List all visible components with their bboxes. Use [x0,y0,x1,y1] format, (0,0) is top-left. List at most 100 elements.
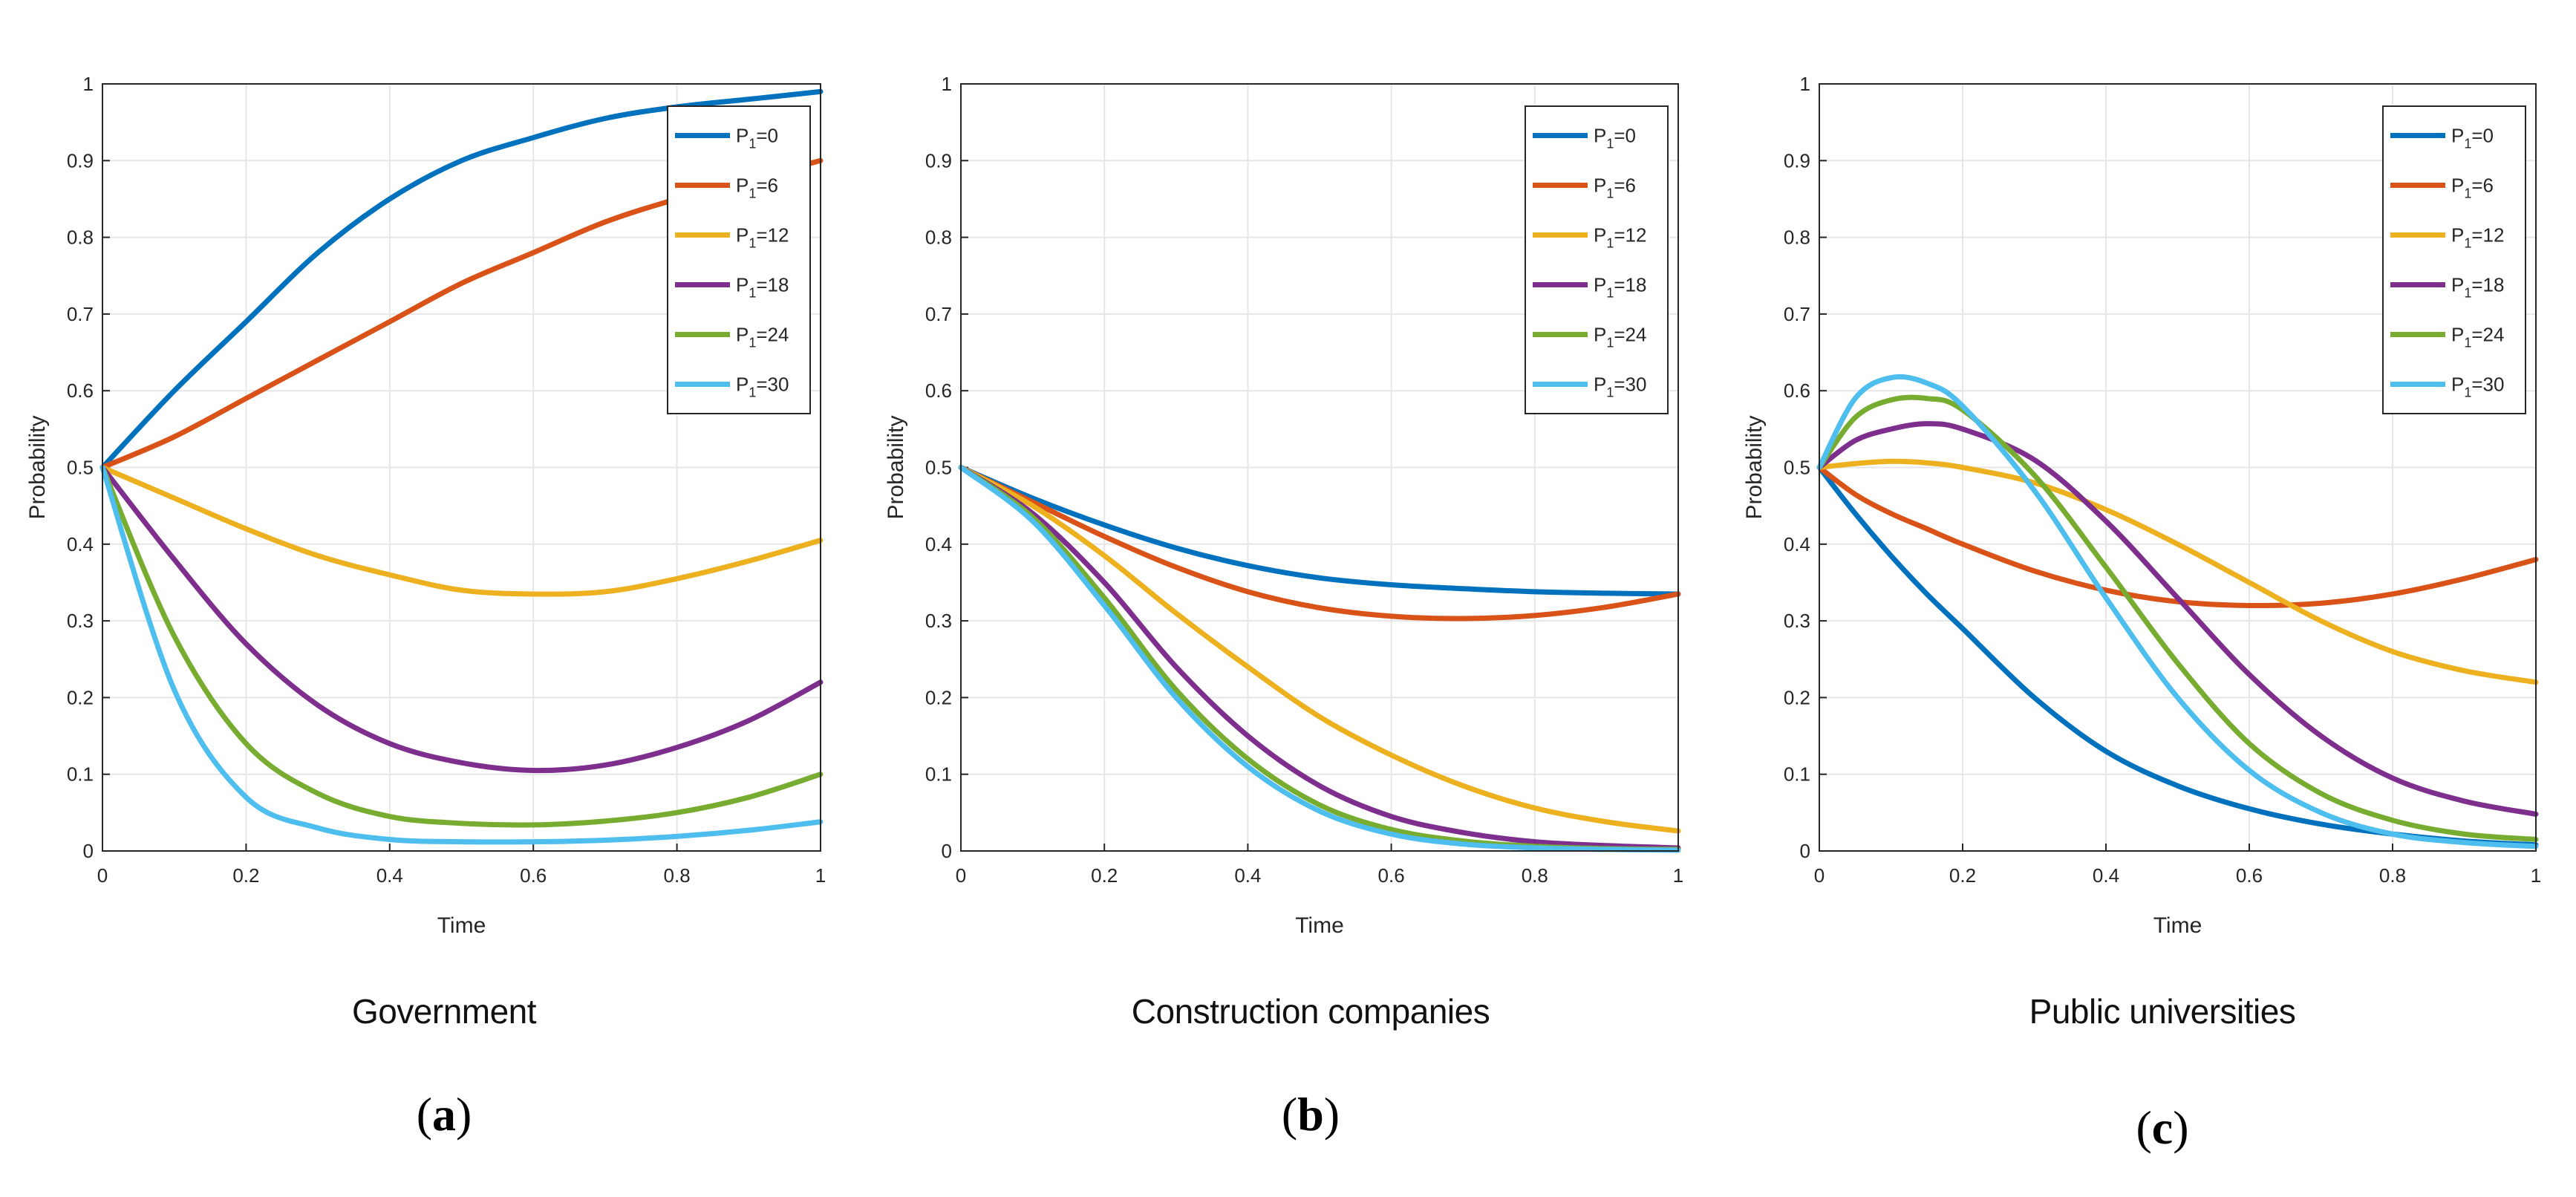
y-tick-label: 0.3 [67,610,94,632]
y-tick-label: 0 [1800,840,1810,862]
y-tick-label: 0.8 [925,226,952,249]
y-tick-label: 0.8 [1784,226,1810,249]
x-tick-label: 0.6 [1378,864,1405,887]
y-tick-label: 0.5 [925,457,952,479]
y-tick-label: 0.6 [925,379,952,402]
chart-panel-b: 0 0.2 0.4 0.6 0.8 1 0 0.1 0.2 0.3 0.4 0.5 0.6 0.7 0.8 0… [884,73,1683,938]
legend-entry-0: P1=0 [2451,125,2494,151]
legend-box [1525,105,1669,414]
y-tick-label: 0.5 [67,457,94,479]
chart-panel-a: 0 0.2 0.4 0.6 0.8 1 0 0.1 0.2 0.3 0.4 0.5 0.6 0.7 0.8 0… [25,73,826,938]
y-tick-label: 0.7 [67,303,94,325]
legend-entry-1: P1=6 [1594,175,1636,201]
x-tick-label: 0.2 [1949,864,1976,887]
panel-letter-a: (a) [417,1088,472,1141]
series-line-3 [100,465,824,774]
y-tick-label: 0.4 [67,533,94,555]
series-line-2 [958,465,1681,834]
y-tick-label: 0.1 [1784,763,1810,786]
series-line-5 [958,465,1681,853]
panel-caption-b: Construction companies [1132,992,1490,1031]
y-tick-label: 0.5 [1784,457,1810,479]
series-line-5 [100,465,824,845]
y-tick-label: 0.7 [1784,303,1810,325]
legend-entry-2: P1=12 [2451,224,2504,251]
axes-box [960,83,1679,852]
x-tick-label: 0.2 [1091,864,1118,887]
x-tick-label: 0.8 [664,864,691,887]
legend-entry-3: P1=18 [2451,274,2504,301]
x-tick-label: 0 [97,864,108,887]
x-tick-label: 1 [2531,864,2541,887]
x-tick-label: 0.2 [232,864,259,887]
y-tick-label: 0.4 [1784,533,1810,555]
y-tick-label: 0.3 [1784,610,1810,632]
series-line-1 [958,465,1681,622]
legend: P1=0 P1=6 P1=12 P1=18 P1=24 P1=30 [667,105,811,414]
y-tick-label: 1 [83,73,94,95]
series-line-3 [1816,421,2539,817]
y-axis-label: Probability [884,415,908,519]
x-axis-label: Time [1295,913,1344,938]
x-tick-label: 1 [1673,864,1683,887]
y-tick-label: 0.1 [925,763,952,786]
y-tick-label: 0.2 [925,686,952,708]
series-line-4 [100,465,824,828]
legend: P1=0 P1=6 P1=12 P1=18 P1=24 P1=30 [2382,105,2526,414]
legend-entry-4: P1=24 [736,324,789,350]
legend-entry-0: P1=0 [1594,125,1636,151]
legend-entry-5: P1=30 [736,374,789,400]
y-tick-label: 1 [1800,73,1810,95]
x-tick-label: 0.8 [2379,864,2406,887]
legend: P1=0 P1=6 P1=12 P1=18 P1=24 P1=30 [1525,105,1669,414]
x-tick-label: 1 [815,864,826,887]
y-tick-label: 0.2 [1784,686,1810,708]
panel-letter-b: (b) [1282,1088,1340,1141]
x-tick-label: 0.6 [2236,864,2263,887]
legend-entry-4: P1=24 [1594,324,1646,350]
y-tick-label: 0.6 [67,379,94,402]
x-tick-label: 0.4 [1234,864,1261,887]
y-tick-label: 0 [83,840,94,862]
legend-entry-1: P1=6 [736,175,778,201]
series-line-0 [958,465,1681,597]
y-tick-label: 0.8 [67,226,94,249]
legend-entry-2: P1=12 [1594,224,1646,251]
x-tick-label: 0 [1814,864,1825,887]
legend-entry-5: P1=30 [1594,374,1646,400]
x-axis-label: Time [2153,913,2202,938]
chart-panel-c: 0 0.2 0.4 0.6 0.8 1 0 0.1 0.2 0.3 0.4 0.5 0.6 0.7 0.8 0… [1742,73,2541,938]
panel-caption-a: Government [352,992,537,1031]
legend-entry-5: P1=30 [2451,374,2504,400]
y-tick-label: 0.7 [925,303,952,325]
legend-entry-0: P1=0 [736,125,778,151]
x-tick-label: 0 [956,864,966,887]
x-tick-label: 0.4 [2093,864,2119,887]
series-line-2 [100,465,824,597]
y-axis-label: Probability [25,415,50,519]
y-tick-label: 0.4 [925,533,952,555]
legend-entry-4: P1=24 [2451,324,2504,350]
y-tick-label: 0.9 [925,149,952,172]
legend-entry-1: P1=6 [2451,175,2494,201]
legend-entry-2: P1=12 [736,224,789,251]
y-axis-label: Probability [1742,415,1767,519]
legend-entry-3: P1=18 [1594,274,1646,301]
y-tick-label: 0.6 [1784,379,1810,402]
y-tick-label: 0.9 [67,149,94,172]
series-line-3 [958,465,1681,851]
axes-box [102,83,821,852]
x-tick-label: 0.6 [520,864,547,887]
y-tick-label: 0.1 [67,763,94,786]
series-line-5 [1816,374,2539,849]
legend-entry-3: P1=18 [736,274,789,301]
y-tick-label: 0 [942,840,952,862]
legend-box [667,105,811,414]
y-tick-label: 1 [942,73,952,95]
panel-letter-c: (c) [2136,1101,2188,1154]
y-tick-label: 0.3 [925,610,952,632]
series-line-4 [1816,394,2539,843]
series-line-2 [1816,458,2539,685]
y-tick-label: 0.2 [67,686,94,708]
x-axis-label: Time [437,913,486,938]
